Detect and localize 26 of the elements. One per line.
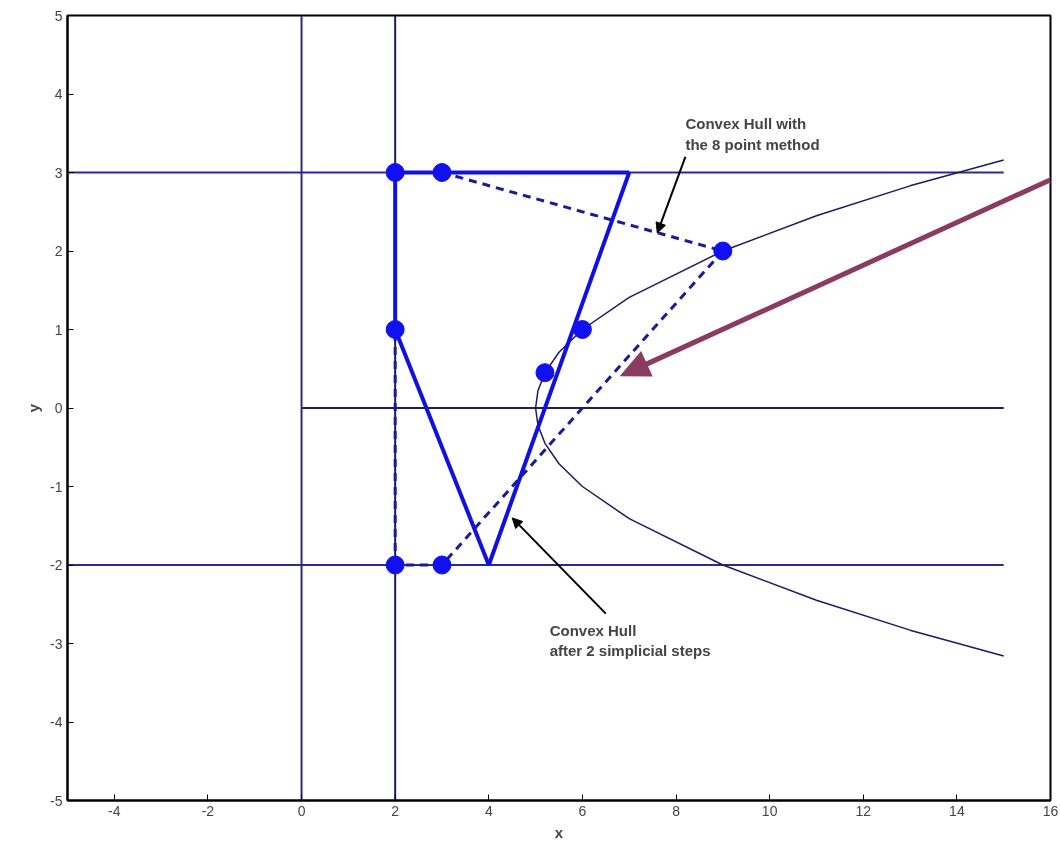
- annotation: Convex Hull after 2 simplicial steps: [549, 621, 711, 659]
- y-tick-label: 0: [54, 400, 63, 416]
- y-tick-label: 2: [54, 243, 63, 259]
- y-tick-label: 3: [54, 164, 63, 181]
- y-tick-label: 4: [54, 86, 63, 102]
- y-tick-label: -3: [50, 635, 63, 652]
- x-tick-label: -2: [201, 802, 215, 819]
- x-axis-title: x: [554, 823, 564, 841]
- x-tick-label: 2: [391, 802, 400, 819]
- x-tick-label: -4: [108, 802, 121, 819]
- x-tick-label: 6: [578, 802, 587, 819]
- y-axis-title: y: [25, 403, 43, 413]
- x-tick-label: 8: [672, 802, 681, 819]
- x-tick-label: 10: [761, 802, 778, 819]
- x-tick-label: 12: [855, 802, 872, 819]
- y-tick-label: -2: [50, 557, 63, 573]
- x-tick-label: 14: [949, 802, 965, 819]
- annotation: Convex Hull with the 8 point method: [685, 115, 820, 153]
- x-tick-label: 4: [484, 802, 493, 819]
- y-tick-label: 1: [54, 321, 63, 338]
- y-tick-label: -4: [50, 714, 63, 730]
- y-tick-label: -1: [50, 478, 63, 495]
- y-tick-label: 5: [54, 7, 63, 24]
- y-tick-label: -5: [50, 792, 63, 809]
- x-tick-label: 0: [297, 802, 306, 819]
- x-tick-label: 16: [1042, 802, 1059, 819]
